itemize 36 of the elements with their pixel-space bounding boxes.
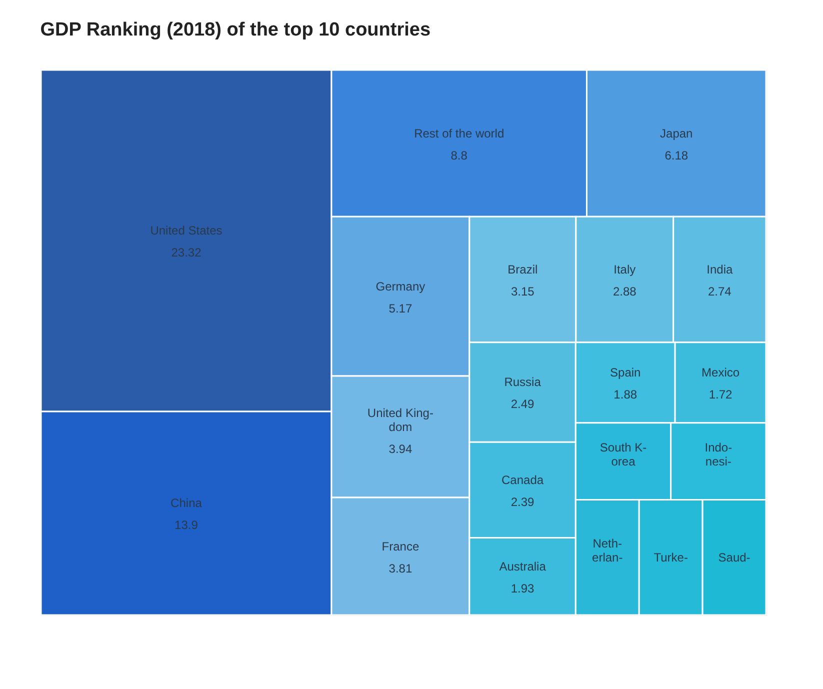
data-label: 3.15 [510,284,535,299]
category-label: Brazil [508,262,538,277]
data-label: 1.93 [510,581,535,596]
category-label: Canada [502,472,544,487]
category-label: Australia [499,559,546,574]
data-label: 2.88 [612,284,637,299]
data-label: 3.94 [388,442,412,456]
data-label: 1.72 [708,388,733,402]
data-label: 3.81 [388,561,412,576]
category-label: India [706,262,733,277]
category-label: South K- orea [600,440,647,468]
data-label: 6.18 [664,148,688,162]
category-label: United States [150,224,222,238]
category-label: Germany [376,279,426,294]
category-label: Turke- [654,550,688,564]
category-label: Mexico [702,366,740,380]
text: GDP Ranking (2018) of the top 10 countries [40,19,431,40]
category-label: France [382,539,420,554]
category-label: China [170,496,202,510]
data-label: 2.74 [708,284,732,299]
data-label: 13.9 [174,518,198,532]
data-label: 8.8 [450,148,468,162]
data-label: 1.88 [614,388,638,402]
category-label: Indo- nesi- [704,440,732,468]
category-label: Rest of the world [414,126,504,140]
category-label: Saud- [718,550,750,564]
data-label: 5.17 [388,301,412,316]
category-label: Spain [610,366,641,380]
data-label: 2.39 [510,494,535,509]
data-label: 2.49 [510,397,535,412]
data-label: 23.32 [171,246,202,260]
category-label: United King- dom [367,406,434,434]
category-label: Japan [660,126,693,140]
category-label: Neth- erlan- [592,536,623,564]
category-label: Italy [614,262,636,277]
category-label: Russia [504,375,542,390]
